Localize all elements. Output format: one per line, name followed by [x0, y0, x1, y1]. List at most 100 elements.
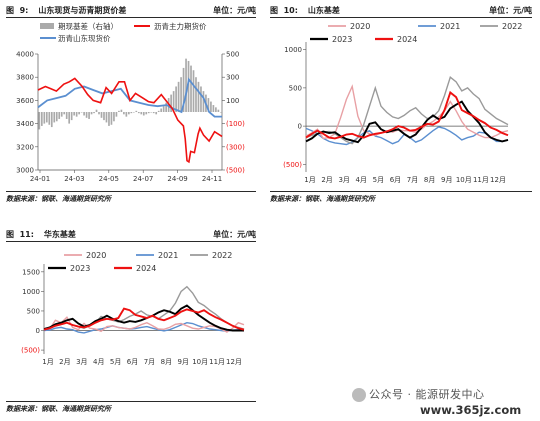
basis-bar [195, 77, 197, 112]
fig10-unit: 单位：元/吨 [489, 6, 532, 15]
futures-price-line [37, 77, 223, 164]
y-right-tick-label: (100) [226, 120, 245, 128]
basis-bar [160, 108, 163, 112]
y-right-tick-label: 300 [226, 74, 239, 82]
basis-bar [128, 112, 130, 115]
y-left-tick-label: 3400 [16, 120, 34, 128]
fig11-source: 数据来源：钢联、海通期货研究所 [6, 405, 111, 413]
fig9-top-rule [6, 17, 256, 18]
basis-bar [140, 112, 143, 115]
basis-bar [187, 60, 190, 112]
fig9-bottom-rule [6, 191, 256, 192]
x-tick-label: 24-09 [167, 175, 187, 183]
legend-2021-label: 2021 [440, 22, 460, 31]
basis-bar [50, 112, 53, 128]
basis-bar [200, 86, 202, 112]
y-left-tick-label: 3600 [16, 97, 34, 105]
basis-bar [105, 112, 108, 123]
x-tick-label: 4月 [356, 176, 367, 184]
basis-bar [60, 112, 63, 117]
fig10-title: 山东基差 [307, 6, 340, 15]
basis-bar [45, 112, 48, 123]
legend-2023-label: 2023 [332, 35, 352, 44]
basis-bar [155, 112, 158, 115]
basis-bar [88, 112, 90, 119]
legend-2024-label: 2024 [397, 35, 417, 44]
basis-bar [125, 112, 128, 117]
x-tick-label: 24-01 [30, 175, 50, 183]
basis-bar [48, 112, 51, 125]
basis-bar [103, 112, 105, 121]
fig10-bottom-rule [270, 191, 532, 192]
x-tick-label: 8月 [161, 358, 172, 366]
basis-bar [147, 112, 150, 114]
x-tick-label: 6月 [127, 358, 138, 366]
fig11-chart: 2020 2021 2022 2023 2024 (500) 0 500 1000 1500 1月 2… [21, 251, 245, 366]
basis-bar [95, 109, 98, 112]
y-tick-label: (500) [283, 161, 302, 169]
basis-bar [43, 112, 46, 124]
basis-bar [142, 112, 145, 116]
x-tick-label: 24-03 [64, 175, 84, 183]
basis-bar [93, 112, 95, 114]
basis-bar [202, 91, 205, 112]
y-left-tick-label: 3800 [16, 74, 34, 82]
fig9-title: 山东现货与沥青期货价差 [38, 6, 127, 15]
x-tick-label: 11月 [473, 176, 489, 184]
basis-bar [210, 101, 212, 112]
basis-bar [217, 109, 220, 112]
basis-bar [170, 94, 172, 112]
wechat-icon [352, 388, 366, 402]
y-right-tick-label: (500) [226, 167, 245, 175]
fig10-top-rule [270, 17, 532, 18]
basis-bar [212, 105, 215, 112]
fig10-number: 图 10: [270, 6, 298, 15]
x-tick-label: 4月 [93, 358, 104, 366]
x-tick-label: 5月 [110, 358, 121, 366]
fig11-title: 华东基差 [43, 230, 76, 239]
basis-bar [100, 112, 103, 118]
basis-bar [40, 112, 43, 126]
basis-bar [152, 112, 155, 114]
x-tick-label: 9月 [441, 176, 452, 184]
fig11-bottom-rule [6, 401, 256, 402]
basis-bar [157, 110, 160, 112]
series-2020-line [305, 84, 509, 140]
basis-bar [70, 112, 73, 121]
account-watermark-text: 公众号 · 能源研发中心 [369, 388, 485, 401]
basis-bar [75, 112, 78, 117]
spot-price-line [37, 77, 222, 118]
series-2022-line [43, 285, 245, 330]
x-tick-label: 1月 [42, 358, 53, 366]
basis-bar [38, 112, 41, 130]
legend-2022-label: 2022 [502, 22, 522, 31]
fig11-number: 图 11: [6, 230, 34, 239]
x-tick-label: 10月 [192, 358, 208, 366]
legend-basis-label: 期现基差（右轴） [58, 21, 118, 31]
fig9-source: 数据来源：钢联、海通期货研究所 [6, 195, 111, 203]
basis-bar [150, 112, 153, 113]
legend-futures-label: 沥青主力期货价 [154, 21, 207, 31]
basis-bar [190, 65, 192, 112]
x-tick-label: 5月 [373, 176, 384, 184]
basis-bar [90, 112, 93, 115]
basis-bar [63, 112, 66, 115]
basis-bar [132, 112, 135, 113]
x-tick-label: 7月 [407, 176, 418, 184]
basis-bar [110, 112, 113, 125]
fig11-header: 图 11: 华东基差 单位：元/吨 [6, 226, 256, 240]
fig11-top-rule [6, 241, 256, 242]
basis-bar [145, 112, 148, 115]
x-tick-label: 6月 [390, 176, 401, 184]
y-tick-label: 1000 [284, 46, 302, 54]
x-tick-label: 10月 [456, 176, 472, 184]
y-tick-label: 1000 [22, 288, 40, 296]
x-tick-label: 12月 [490, 176, 506, 184]
x-tick-label: 11月 [209, 358, 225, 366]
basis-bar [180, 77, 182, 112]
x-tick-label: 24-05 [99, 175, 119, 183]
x-tick-label: 24-07 [133, 175, 153, 183]
basis-bar [162, 106, 165, 112]
legend-2022-label: 2022 [212, 251, 232, 260]
